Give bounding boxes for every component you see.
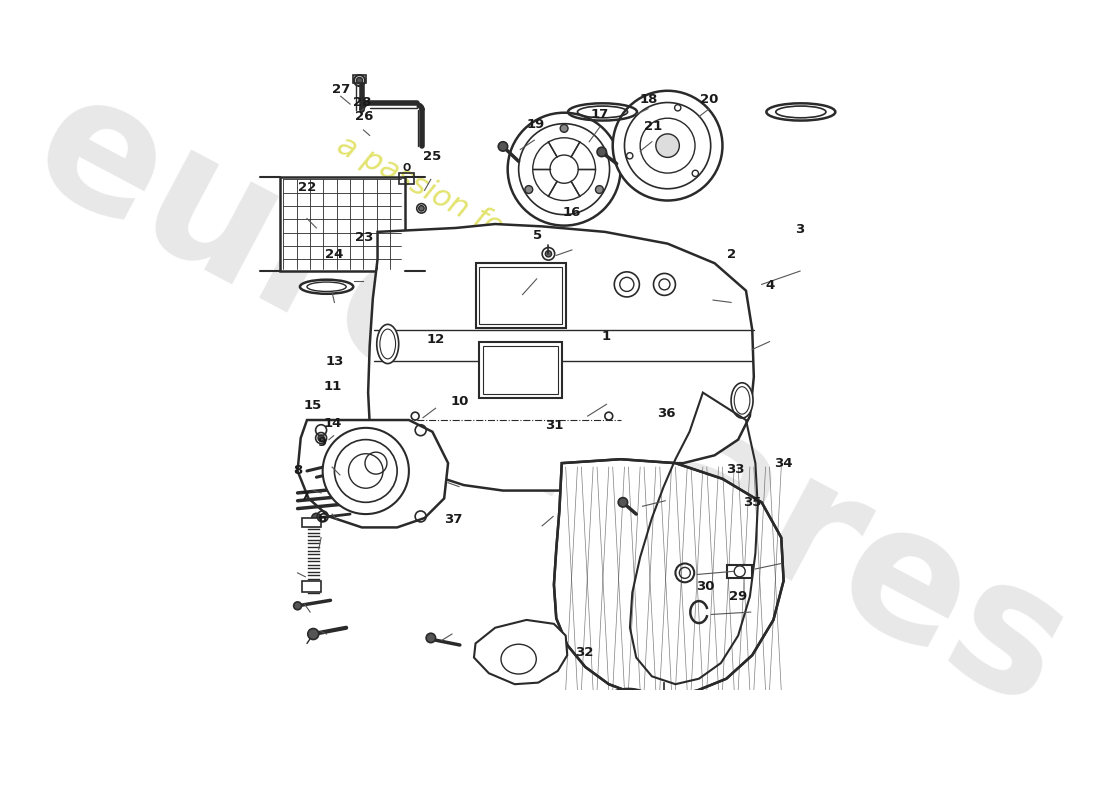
Circle shape: [597, 147, 606, 157]
Text: 10: 10: [450, 395, 469, 409]
Circle shape: [426, 634, 436, 642]
Circle shape: [525, 186, 532, 194]
Circle shape: [508, 113, 620, 226]
Polygon shape: [554, 459, 783, 697]
Text: 27: 27: [332, 83, 351, 96]
Circle shape: [308, 629, 319, 639]
Text: 35: 35: [744, 496, 762, 509]
Text: 33: 33: [726, 463, 745, 476]
Text: 2: 2: [726, 248, 736, 261]
Ellipse shape: [732, 382, 754, 418]
Text: 18: 18: [640, 94, 659, 106]
Polygon shape: [298, 420, 448, 527]
Text: 1: 1: [602, 330, 610, 342]
Circle shape: [356, 78, 363, 84]
Circle shape: [613, 90, 723, 201]
Text: a passion for parts since 1985: a passion for parts since 1985: [332, 130, 752, 373]
Text: 37: 37: [444, 514, 463, 526]
Text: 3: 3: [795, 223, 805, 236]
Text: 12: 12: [427, 333, 446, 346]
Text: 22: 22: [298, 181, 316, 194]
Text: 16: 16: [562, 206, 581, 219]
Text: 19: 19: [526, 118, 544, 131]
Bar: [727, 565, 752, 578]
Text: 7: 7: [299, 490, 309, 502]
Text: 21: 21: [645, 119, 662, 133]
Text: 4: 4: [766, 279, 774, 293]
Text: 28: 28: [353, 96, 371, 109]
Text: 17: 17: [591, 108, 609, 122]
Circle shape: [560, 125, 568, 132]
Circle shape: [311, 514, 321, 522]
Text: 26: 26: [355, 110, 374, 123]
Bar: [483, 346, 558, 394]
Bar: [302, 581, 321, 593]
Text: 29: 29: [729, 590, 747, 603]
Circle shape: [294, 602, 301, 610]
Text: 5: 5: [532, 230, 541, 242]
Ellipse shape: [377, 324, 398, 363]
Circle shape: [618, 498, 628, 507]
Text: eurospares: eurospares: [4, 55, 1096, 746]
Text: 11: 11: [323, 380, 342, 393]
Text: 24: 24: [326, 248, 343, 261]
Text: 31: 31: [546, 419, 563, 432]
Text: 32: 32: [575, 646, 594, 659]
Text: 15: 15: [304, 398, 322, 412]
Text: 14: 14: [323, 418, 342, 430]
Text: 20: 20: [701, 94, 718, 106]
Bar: [475, 263, 565, 327]
Circle shape: [546, 250, 551, 257]
Circle shape: [419, 206, 425, 211]
Circle shape: [656, 134, 680, 158]
Bar: [480, 267, 562, 323]
Circle shape: [318, 435, 324, 441]
Text: 8: 8: [294, 465, 302, 478]
Text: 36: 36: [657, 406, 675, 420]
Bar: [302, 518, 321, 527]
Text: O: O: [403, 162, 410, 173]
Text: 25: 25: [422, 150, 441, 162]
Text: 9: 9: [317, 436, 326, 450]
Text: 6: 6: [317, 511, 326, 525]
Circle shape: [498, 142, 508, 151]
Polygon shape: [368, 224, 754, 490]
Bar: [279, 177, 405, 271]
Bar: [353, 75, 366, 83]
Polygon shape: [474, 620, 568, 684]
Circle shape: [322, 428, 409, 514]
Circle shape: [595, 186, 603, 194]
Circle shape: [587, 689, 669, 770]
Bar: [480, 342, 562, 398]
Text: 30: 30: [696, 581, 715, 594]
Bar: [399, 173, 414, 184]
Text: 23: 23: [355, 231, 374, 244]
Text: 34: 34: [773, 457, 792, 470]
Text: 13: 13: [326, 354, 343, 368]
